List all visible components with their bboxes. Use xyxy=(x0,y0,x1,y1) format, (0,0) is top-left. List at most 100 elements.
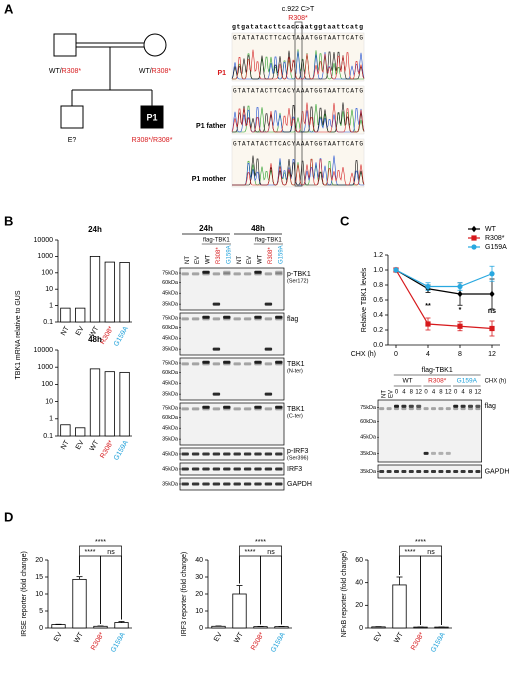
band xyxy=(394,404,399,408)
bar xyxy=(93,625,108,629)
chart-title: 24h xyxy=(88,225,102,234)
band xyxy=(191,452,200,456)
timepoint-label: 4 xyxy=(432,390,436,396)
proband-symbol xyxy=(140,105,164,129)
band xyxy=(453,404,459,408)
lane-label: R308* xyxy=(216,247,222,264)
y-tick-label: 1 xyxy=(49,416,53,423)
lane-label: G159A xyxy=(278,245,284,264)
band xyxy=(254,482,262,486)
band xyxy=(468,470,473,473)
time-header: 24h xyxy=(199,224,213,233)
y-tick-label: 100 xyxy=(41,381,53,388)
bar xyxy=(60,307,71,323)
timepoint-label: 8 xyxy=(469,390,473,396)
significance-label: **** xyxy=(255,539,266,546)
band xyxy=(264,347,273,351)
band xyxy=(254,270,262,274)
band xyxy=(460,470,466,473)
y-tick-label: 40 xyxy=(195,557,203,564)
panel-label: A xyxy=(4,1,14,16)
construct-label: flag-TBK1 xyxy=(255,238,282,244)
significance-bracket xyxy=(260,555,282,625)
time-header: 48h xyxy=(251,224,265,233)
blot-label: IRF3 xyxy=(287,466,302,473)
sibling-symbol xyxy=(60,105,84,129)
annotation: ** xyxy=(425,303,431,310)
band xyxy=(475,407,481,411)
x-tick-label: WT xyxy=(89,439,101,453)
blot-label: GAPDH xyxy=(287,481,312,488)
variant-highlight xyxy=(294,21,303,187)
band xyxy=(264,317,273,321)
band xyxy=(223,482,231,486)
marker-label: 35kDa xyxy=(162,302,179,308)
series-line xyxy=(395,269,493,330)
timepoint-label: 4 xyxy=(461,390,465,396)
y-tick-label: 1.0 xyxy=(373,267,383,274)
band xyxy=(202,467,210,471)
band xyxy=(438,470,444,473)
y-tick-label: 10 xyxy=(45,286,53,293)
point xyxy=(425,283,431,290)
band xyxy=(191,317,200,321)
band xyxy=(379,407,385,411)
band xyxy=(431,451,436,455)
band xyxy=(181,407,189,411)
significance-label: **** xyxy=(85,549,96,556)
band xyxy=(223,270,231,274)
genotype-wt: WT/ xyxy=(139,68,152,75)
panel-label: B xyxy=(4,213,13,228)
significance-label: ns xyxy=(267,549,275,556)
x-tick-label: EV xyxy=(75,439,86,451)
band xyxy=(254,467,262,471)
bar xyxy=(75,427,86,437)
y-axis-label: NFκB reporter (fold change) xyxy=(341,551,348,638)
band xyxy=(181,317,189,321)
band xyxy=(264,482,273,486)
trace-curve xyxy=(232,49,365,80)
blot-panel xyxy=(377,464,482,479)
band xyxy=(264,392,273,396)
y-tick-label: 20 xyxy=(355,602,363,609)
bar xyxy=(72,578,87,629)
marker-label: 60kDa xyxy=(162,280,179,286)
blot-sublabel: (N-ter) xyxy=(287,368,303,374)
band xyxy=(233,317,241,321)
y-tick-label: 15 xyxy=(35,574,43,581)
y-tick-label: 0.6 xyxy=(373,297,383,304)
band xyxy=(212,392,221,396)
band xyxy=(191,482,200,486)
y-tick-label: 0 xyxy=(199,625,203,632)
band xyxy=(233,452,241,456)
y-tick-label: 30 xyxy=(195,574,203,581)
x-tick-label: WT xyxy=(233,631,245,645)
band xyxy=(202,315,210,319)
significance-bracket xyxy=(100,555,122,624)
point xyxy=(457,323,463,329)
trace-box xyxy=(231,32,365,82)
band xyxy=(394,470,399,473)
timepoint-label: 8 xyxy=(410,390,414,396)
annotation: * xyxy=(459,307,462,314)
marker-label: 35kDa xyxy=(162,437,179,443)
band xyxy=(254,360,262,364)
lane-label: NT xyxy=(381,390,387,398)
band xyxy=(475,470,481,473)
blot-panel xyxy=(377,399,482,463)
x-tick-label: NT xyxy=(60,325,71,337)
y-tick-label: 5 xyxy=(39,608,43,615)
sibling-label: E? xyxy=(68,137,77,144)
y-tick-label: 0.1 xyxy=(43,433,53,440)
band xyxy=(423,451,429,455)
marker-label: 75kDa xyxy=(162,405,179,411)
band xyxy=(275,315,283,319)
construct-label: flag-TBK1 xyxy=(422,367,453,374)
band xyxy=(212,482,221,486)
band xyxy=(202,482,210,486)
band xyxy=(468,404,473,408)
point xyxy=(489,271,495,277)
x-tick-label: G159A xyxy=(430,631,447,654)
y-axis-label: IRF3 reporter (fold change) xyxy=(181,552,188,636)
